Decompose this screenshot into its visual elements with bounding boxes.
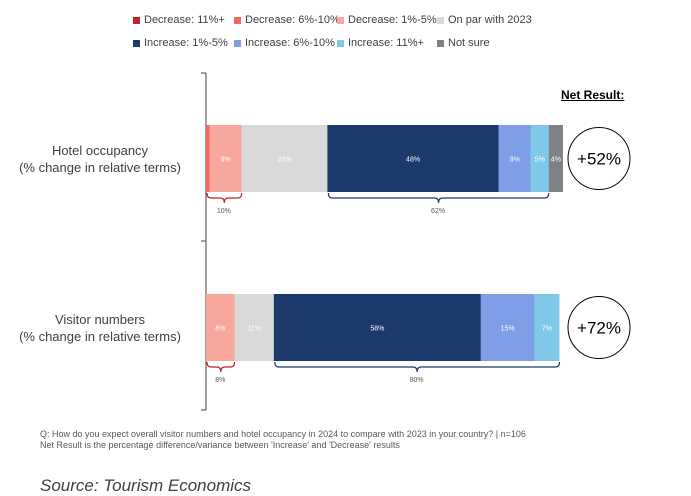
bar-segment — [234, 294, 274, 361]
bar-segment — [327, 125, 499, 192]
legend-label: Increase: 1%-5% — [144, 37, 228, 49]
bar-segment — [534, 294, 560, 361]
data-label: 58% — [370, 326, 384, 333]
category-label-line: (% change in relative terms) — [19, 329, 181, 344]
legend-swatch — [133, 16, 140, 24]
legend-label: Increase: 6%-10% — [245, 37, 335, 49]
legend-label: Decrease: 11%+ — [144, 14, 225, 26]
legend-swatch — [234, 39, 241, 47]
legend-item: Decrease: 6%-10% — [234, 14, 340, 26]
data-label: 48% — [406, 157, 420, 164]
decrease-total: 8% — [215, 377, 225, 384]
bar-segment — [206, 125, 210, 192]
data-label: 11% — [247, 326, 261, 333]
data-label: 15% — [501, 326, 515, 333]
data-label: 4% — [551, 157, 561, 164]
legend-item: Increase: 1%-5% — [133, 37, 228, 49]
category-label: Visitor numbers (% change in relative ter… — [0, 311, 200, 345]
legend-swatch — [337, 39, 344, 47]
data-label: 5% — [535, 157, 545, 164]
legend-swatch — [337, 16, 344, 24]
legend-swatch — [234, 16, 241, 24]
decrease-bracket — [206, 192, 243, 204]
category-label-line: Visitor numbers — [54, 312, 146, 327]
net-result-circle — [567, 127, 631, 190]
legend-label: Decrease: 1%-5% — [348, 14, 437, 26]
data-label: 7% — [542, 326, 552, 333]
legend-item: Not sure — [437, 37, 490, 49]
data-label: 9% — [221, 157, 231, 164]
net-result-circle — [567, 296, 631, 359]
bar-segment — [241, 125, 328, 192]
category-label: Hotel occupancy (% change in relative ter… — [0, 142, 200, 176]
legend-item: Decrease: 1%-5% — [337, 14, 437, 26]
category-label-line: Hotel occupancy — [51, 143, 149, 158]
increase-bracket — [327, 192, 550, 204]
data-label: 9% — [510, 157, 520, 164]
net-result-title: Net Result: — [561, 88, 625, 102]
legend-label: Not sure — [448, 37, 490, 49]
decrease-bracket — [206, 361, 236, 373]
net-result-value: +72% — [577, 319, 621, 338]
source-text: Source: Tourism Economics — [40, 476, 252, 495]
note-net-result: Net Result is the percentage difference/… — [40, 440, 400, 450]
increase-total: 80% — [410, 377, 424, 384]
data-label: 24% — [278, 157, 292, 164]
data-label: 8% — [215, 326, 225, 333]
legend-item: Increase: 11%+ — [337, 37, 424, 49]
increase-bracket — [274, 361, 561, 373]
legend-swatch — [437, 39, 444, 47]
legend-item: On par with 2023 — [437, 14, 532, 26]
legend-label: On par with 2023 — [448, 14, 532, 26]
increase-total: 62% — [431, 208, 445, 215]
bar-segment — [480, 294, 535, 361]
decrease-total: 10% — [217, 208, 231, 215]
bar-segment — [548, 125, 563, 192]
legend-item: Increase: 6%-10% — [234, 37, 335, 49]
category-label-line: (% change in relative terms) — [19, 160, 181, 175]
bar-segment — [273, 294, 481, 361]
net-result-value: +52% — [577, 150, 621, 169]
legend-item: Decrease: 11%+ — [133, 14, 225, 26]
bar-segment — [206, 294, 235, 361]
bar-segment — [209, 125, 242, 192]
bar-segment — [530, 125, 549, 192]
legend-swatch — [437, 16, 444, 24]
legend-swatch — [133, 39, 140, 47]
legend-label: Decrease: 6%-10% — [245, 14, 340, 26]
legend-label: Increase: 11%+ — [348, 37, 424, 49]
bar-segment — [498, 125, 531, 192]
note-question: Q: How do you expect overall visitor num… — [40, 429, 526, 439]
